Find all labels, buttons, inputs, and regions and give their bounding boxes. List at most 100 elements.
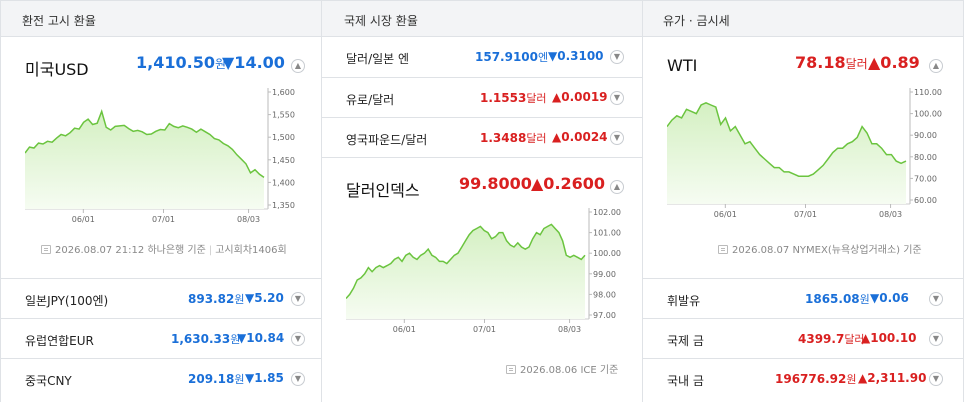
y-tick-label: 1,450 [272, 156, 295, 165]
expand-toggle-icon[interactable]: ▼ [610, 50, 624, 64]
international-source: ICE 기준 [580, 365, 619, 376]
commodity-section-title: 유가 · 금시세 [643, 0, 963, 37]
document-icon [41, 245, 51, 254]
expand-toggle-icon[interactable]: ▼ [610, 131, 624, 145]
wti-name: WTI [667, 56, 698, 75]
currency-row-cny[interactable]: 중국CNY 209.18원 ▼1.85 ▼ [1, 358, 321, 398]
x-tick-label: 07/01 [152, 215, 175, 224]
row-change: ▲0.0024 [552, 130, 608, 144]
row-value: 1865.08원 [805, 292, 870, 306]
dollar-index-value: 99.8000 [459, 174, 532, 193]
y-tick-label: 98.00 [593, 290, 616, 299]
exchange-source: 하나은행 기준 [147, 245, 206, 256]
dollar-index-change: ▲0.2600 [531, 174, 606, 193]
x-tick-label: 07/01 [794, 210, 817, 219]
y-tick-label: 100.00 [914, 110, 942, 119]
row-value: 4399.7달러 [798, 332, 865, 346]
commodity-row-domestic-gold[interactable]: 국내 금 196776.92원 ▲2,311.90 ▼ [643, 358, 963, 398]
row-value: 893.82원 [188, 292, 245, 306]
y-tick-label: 1,400 [272, 178, 295, 187]
currency-row-eur[interactable]: 유럽연합EUR 1,630.33원 ▼10.84 ▼ [1, 318, 321, 358]
commodity-row-gasoline[interactable]: 휘발유 1865.08원 ▼0.06 ▼ [643, 278, 963, 318]
document-icon [506, 365, 516, 374]
row-name: 영국파운드/달러 [346, 133, 428, 147]
commodity-datetime: 2026.08.07 [732, 245, 790, 256]
usd-value: 1,410.50원 [136, 53, 226, 72]
row-value: 209.18원 [188, 372, 245, 386]
usd-change: ▼14.00 [222, 53, 285, 72]
wti-value: 78.18달러 [795, 53, 868, 72]
expand-toggle-icon[interactable]: ▼ [929, 292, 943, 306]
row-name: 중국CNY [25, 374, 72, 388]
x-tick-label: 08/03 [558, 325, 581, 334]
international-footer: 2026.08.06 ICE 기준 [506, 361, 618, 376]
y-tick-label: 1,550 [272, 111, 295, 120]
intl-row-usd-jpy[interactable]: 달러/일본 엔 157.9100엔 ▼0.3100 ▼ [322, 37, 642, 77]
currency-row-jpy[interactable]: 일본JPY(100엔) 893.82원 ▼5.20 ▼ [1, 278, 321, 318]
dollar-index-chart: 102.00 101.00 100.00 99.00 98.00 97.00 06/01 07… [346, 208, 621, 334]
dollar-index-name: 달러인덱스 [346, 181, 420, 200]
row-change: ▲100.10 [861, 331, 917, 345]
row-name: 유로/달러 [346, 93, 395, 107]
x-tick-label: 06/01 [72, 215, 95, 224]
document-icon [718, 245, 728, 254]
collapse-toggle-icon[interactable]: ▲ [929, 59, 943, 73]
usd-main-quote[interactable]: 미국USD 1,410.50원 ▼14.00 ▲ [1, 37, 321, 79]
row-value: 196776.92원 [775, 372, 857, 386]
y-tick-label: 60.00 [914, 196, 937, 205]
expand-toggle-icon[interactable]: ▼ [929, 372, 943, 386]
series-line [667, 101, 907, 177]
row-name: 휘발유 [667, 294, 701, 308]
row-name: 유럽연합EUR [25, 334, 94, 348]
row-name: 달러/일본 엔 [346, 52, 410, 66]
x-tick-label: 07/01 [473, 325, 496, 334]
commodity-source: NYMEX(뉴욕상업거래소) 기준 [792, 245, 922, 256]
y-tick-label: 99.00 [593, 270, 616, 279]
dollar-index-main-quote[interactable]: 달러인덱스 99.8000 ▲0.2600 ▲ [322, 157, 642, 200]
row-name: 국내 금 [667, 374, 704, 388]
y-tick-label: 1,350 [272, 201, 295, 210]
y-tick-label: 1,600 [272, 88, 295, 97]
intl-row-eur-usd[interactable]: 유로/달러 1.1553달러 ▲0.0019 ▼ [322, 77, 642, 117]
usd-name: 미국USD [25, 60, 89, 79]
y-tick-label: 110.00 [914, 88, 942, 97]
collapse-toggle-icon[interactable]: ▲ [291, 59, 305, 73]
y-tick-label: 90.00 [914, 131, 937, 140]
row-value: 1.3488달러 [480, 131, 547, 145]
row-value: 1.1553달러 [480, 91, 547, 105]
collapse-toggle-icon[interactable]: ▲ [610, 180, 624, 194]
row-change: ▼10.84 [237, 331, 285, 345]
x-tick-label: 08/03 [879, 210, 902, 219]
y-tick-label: 1,500 [272, 133, 295, 142]
row-name: 국제 금 [667, 334, 704, 348]
expand-toggle-icon[interactable]: ▼ [610, 91, 624, 105]
expand-toggle-icon[interactable]: ▼ [929, 332, 943, 346]
exchange-footer: 2026.08.07 21:12 하나은행 기준 | 고시회차1406회 [41, 241, 287, 256]
series-area [25, 111, 264, 209]
row-change: ▼1.85 [245, 371, 284, 385]
row-change: ▲0.0019 [552, 90, 608, 104]
row-change: ▼0.06 [870, 291, 909, 305]
oil-gold-panel: 유가 · 금시세 WTI 78.18달러 ▲0.89 ▲ 110.00 100.0… [643, 0, 964, 402]
row-change: ▼5.20 [245, 291, 284, 305]
wti-main-quote[interactable]: WTI 78.18달러 ▲0.89 ▲ [643, 37, 963, 77]
x-tick-label: 06/01 [393, 325, 416, 334]
usd-chart: 1,600 1,550 1,500 1,450 1,400 1,350 06/01 07/01… [25, 88, 295, 224]
wti-chart: 110.00 100.00 90.00 80.00 70.00 60.00 06/01 07/… [667, 88, 942, 219]
exchange-section-title: 환전 고시 환율 [1, 0, 321, 37]
y-tick-label: 70.00 [914, 174, 937, 183]
row-change: ▼0.3100 [548, 49, 604, 63]
series-area [667, 102, 906, 204]
commodity-row-intl-gold[interactable]: 국제 금 4399.7달러 ▲100.10 ▼ [643, 318, 963, 358]
series-line [25, 109, 265, 179]
commodity-footer: 2026.08.07 NYMEX(뉴욕상업거래소) 기준 [718, 241, 922, 256]
expand-toggle-icon[interactable]: ▼ [291, 372, 305, 386]
international-rate-panel: 국제 시장 환율 달러/일본 엔 157.9100엔 ▼0.3100 ▼ 유로/… [322, 0, 643, 402]
expand-toggle-icon[interactable]: ▼ [291, 292, 305, 306]
row-name: 일본JPY(100엔) [25, 294, 109, 308]
intl-row-gbp-usd[interactable]: 영국파운드/달러 1.3488달러 ▲0.0024 ▼ [322, 117, 642, 157]
x-tick-label: 08/03 [237, 215, 260, 224]
x-tick-label: 06/01 [714, 210, 737, 219]
expand-toggle-icon[interactable]: ▼ [291, 332, 305, 346]
y-tick-label: 97.00 [593, 311, 616, 320]
